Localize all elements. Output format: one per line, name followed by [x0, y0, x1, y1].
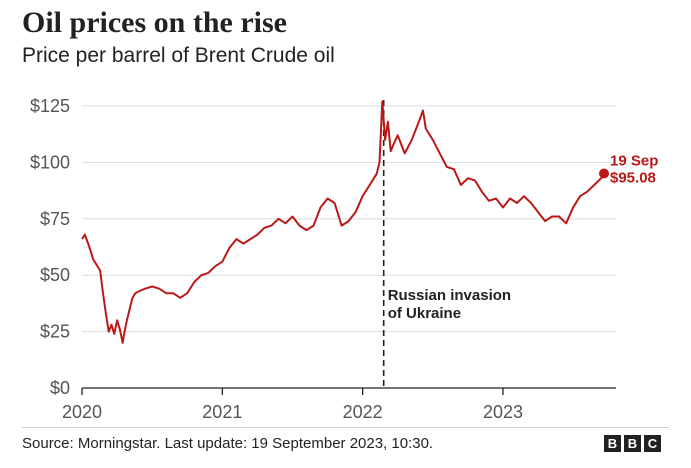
- y-tick-label: $50: [40, 265, 70, 285]
- x-tick-label: 2021: [202, 402, 242, 422]
- y-tick-label: $100: [30, 152, 70, 172]
- series-layer: 19 Sep$95.08: [81, 100, 658, 344]
- footer-divider: [22, 427, 669, 428]
- gridlines: [82, 105, 616, 389]
- x-axis-ticks: 2020 2021 2022 2023: [62, 388, 523, 422]
- end-point-marker: [599, 168, 609, 179]
- logo-letter: B: [604, 435, 621, 452]
- logo-letter: B: [624, 435, 641, 452]
- end-point-value: $95.08: [610, 169, 656, 186]
- annotation-label: Russian invasion: [388, 287, 511, 304]
- chart-subtitle: Price per barrel of Brent Crude oil: [22, 44, 335, 67]
- x-tick-label: 2022: [343, 402, 383, 422]
- y-tick-label: $75: [40, 209, 70, 229]
- price-line: [81, 100, 605, 344]
- y-tick-label: $25: [40, 322, 70, 342]
- logo-letter: C: [644, 435, 661, 452]
- annotation-label: of Ukraine: [388, 305, 461, 322]
- x-tick-label: 2023: [483, 402, 523, 422]
- y-tick-label: $125: [30, 96, 70, 116]
- x-tick-label: 2020: [62, 402, 102, 422]
- source-note: Source: Morningstar. Last update: 19 Sep…: [22, 435, 434, 452]
- bbc-logo: B B C: [604, 435, 661, 452]
- chart-title: Oil prices on the rise: [22, 6, 287, 39]
- y-axis-ticks: $0 $25 $50 $75 $100 $125: [30, 96, 70, 398]
- y-tick-label: $0: [50, 378, 70, 398]
- end-point-date: 19 Sep: [610, 152, 658, 169]
